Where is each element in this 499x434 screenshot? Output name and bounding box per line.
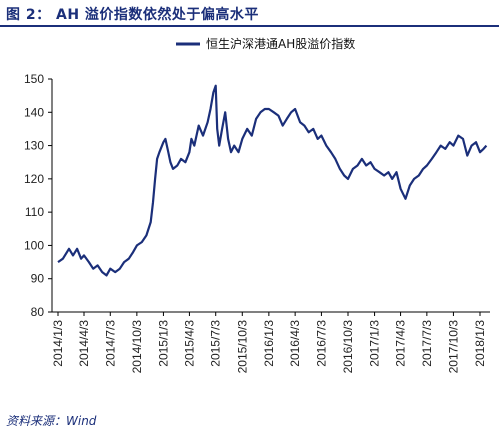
source-note: 资料来源：Wind — [6, 414, 97, 428]
x-ticks: 2014/1/3 2014/4/3 2014/7/3 2014/10/3 2015/1/… — [51, 312, 487, 373]
x-tick-label: 2014/7/3 — [103, 320, 117, 367]
title-rule — [0, 25, 499, 27]
x-tick-label: 2015/4/3 — [182, 320, 196, 367]
x-tick-label: 2016/1/3 — [262, 320, 276, 367]
x-tick-label: 2014/1/3 — [51, 320, 65, 367]
x-tick-label: 2016/7/3 — [314, 320, 328, 367]
x-tick-label: 2016/10/3 — [341, 320, 355, 374]
axes — [51, 79, 490, 313]
x-tick-label: 2014/10/3 — [130, 320, 144, 374]
figure-title: 图 2： AH 溢价指数依然处于偏高水平 — [6, 7, 259, 23]
x-tick-label: 2016/4/3 — [288, 320, 302, 367]
x-tick-label: 2015/10/3 — [235, 320, 249, 374]
y-tick-label: 120 — [24, 172, 44, 186]
x-tick-label: 2014/4/3 — [77, 320, 91, 367]
y-tick-label: 100 — [24, 238, 44, 252]
x-tick-label: 2017/7/3 — [420, 320, 434, 367]
x-tick-label: 2018/1/3 — [473, 320, 487, 367]
y-tick-label: 130 — [24, 139, 44, 153]
y-tick-label: 140 — [24, 105, 44, 119]
y-ticks: 80 90 100 110 120 130 140 150 — [24, 72, 52, 319]
series-line-ah-premium — [57, 84, 488, 277]
x-tick-label: 2017/4/3 — [394, 320, 408, 367]
legend-label: 恒生沪深港通AH股溢价指数 — [206, 36, 355, 51]
y-tick-label: 110 — [25, 205, 44, 219]
legend: 恒生沪深港通AH股溢价指数 — [176, 36, 355, 51]
x-tick-label: 2015/7/3 — [209, 320, 223, 367]
x-tick-label: 2015/1/3 — [156, 320, 170, 367]
y-tick-label: 90 — [31, 272, 45, 286]
y-tick-label: 80 — [31, 305, 45, 319]
x-tick-label: 2017/10/3 — [446, 320, 460, 374]
y-tick-label: 150 — [24, 72, 44, 86]
x-tick-label: 2017/1/3 — [368, 320, 382, 367]
